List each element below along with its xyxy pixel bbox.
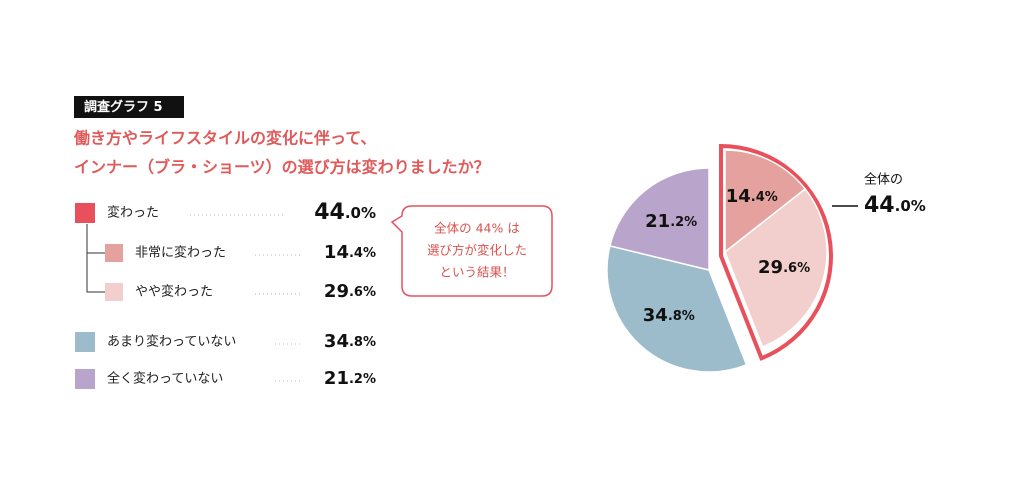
note-line: 選び方が変化した <box>427 243 527 258</box>
slice-label: 14.4% <box>726 186 778 207</box>
legend-value: 29.6% <box>324 281 376 302</box>
title-line: 働き方やライフスタイルの変化に伴って、 <box>73 129 376 148</box>
slice-label: 21.2% <box>645 211 697 232</box>
speech-bubble <box>390 205 553 297</box>
legend-swatch <box>105 283 123 301</box>
slice-label: 34.8% <box>643 305 695 326</box>
legend-label: 変わった <box>107 205 159 221</box>
pie-slice <box>606 244 748 373</box>
legend-label: 全く変わっていない <box>107 371 223 387</box>
note-line: という結果！ <box>439 265 514 280</box>
legend-label: やや変わった <box>135 284 213 300</box>
slice-label: 29.6% <box>758 257 810 278</box>
tag: 調査グラフ 5 <box>84 99 163 115</box>
title-line: インナー（ブラ・ショーツ）の選び方は変わりましたか？ <box>74 158 490 177</box>
tag-box <box>74 96 184 118</box>
legend-swatch <box>105 244 123 262</box>
callout-value: 44.0% <box>864 193 926 218</box>
legend-swatch <box>75 203 95 223</box>
legend-swatch <box>75 332 95 352</box>
legend-connector <box>86 224 105 293</box>
pie-slice <box>608 167 710 271</box>
legend-label: 非常に変わった <box>135 245 226 261</box>
callout-label: 全体の <box>864 172 903 188</box>
pie-slice <box>724 187 828 348</box>
legend-value: 44.0% <box>314 200 376 225</box>
legend-value: 21.2% <box>324 368 376 389</box>
legend-swatch <box>75 369 95 389</box>
legend-value: 14.4% <box>324 242 376 263</box>
legend-label: あまり変わっていない <box>107 334 236 350</box>
legend-value: 34.8% <box>324 331 376 352</box>
pie-slice <box>724 149 807 254</box>
note-line: 全体の 44% は <box>434 221 520 236</box>
